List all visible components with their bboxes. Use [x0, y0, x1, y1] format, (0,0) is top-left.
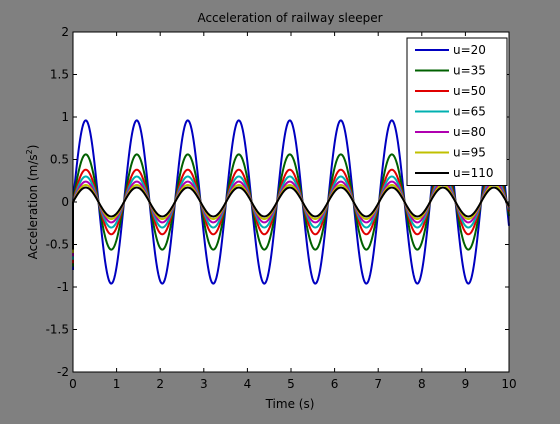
y-tick-label: -0.5 — [46, 238, 69, 252]
x-tick-label: 2 — [156, 377, 164, 391]
y-tick-label: -1 — [57, 280, 69, 294]
legend-label: u=50 — [453, 84, 486, 98]
y-axis-label-text: Acceleration (m/s — [26, 154, 40, 259]
y-tick-label: 0.5 — [50, 153, 69, 167]
y-tick-label: -2 — [57, 365, 69, 379]
legend-label: u=20 — [453, 43, 486, 57]
legend-label: u=65 — [453, 105, 486, 119]
y-tick-label: 1.5 — [50, 68, 69, 82]
y-axis-label-superscript: 2 — [25, 149, 34, 154]
legend: u=20 u=35 u=50 u=65 u=80 u=95 u=110 — [406, 37, 508, 186]
x-tick-label: 6 — [331, 377, 339, 391]
x-tick-label: 7 — [374, 377, 382, 391]
y-tick-label: 2 — [61, 25, 69, 39]
x-tick-label: 8 — [418, 377, 426, 391]
y-tick-label: -1.5 — [46, 323, 69, 337]
x-tick-label: 10 — [501, 377, 516, 391]
series-line-u-110 — [72, 186, 510, 250]
y-tick-label: 1 — [61, 110, 69, 124]
x-tick-label: 9 — [462, 377, 470, 391]
y-tick-label: 0 — [61, 195, 69, 209]
chart-title: Acceleration of railway sleeper — [197, 11, 382, 25]
x-axis-label: Time (s) — [265, 397, 315, 411]
x-tick-label: 3 — [200, 377, 208, 391]
legend-label: u=35 — [453, 64, 486, 78]
y-axis-label-close: ) — [26, 145, 40, 150]
axes: 0 1 2 3 4 5 6 7 8 9 10 -2 -1.5 -1 -0.5 0 0.5 1 1.5 2 — [46, 25, 517, 391]
legend-label: u=110 — [453, 166, 494, 180]
x-tick-label: 0 — [69, 377, 77, 391]
legend-label: u=95 — [453, 146, 486, 160]
x-tick-label: 1 — [113, 377, 121, 391]
legend-label: u=80 — [453, 125, 486, 139]
y-axis-label: Acceleration (m/s2) — [25, 145, 40, 260]
x-tick-label: 5 — [287, 377, 295, 391]
x-tick-label: 4 — [244, 377, 252, 391]
